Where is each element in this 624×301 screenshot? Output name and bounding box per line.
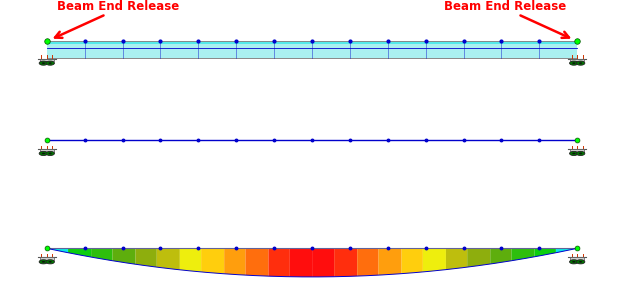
Circle shape [46,61,54,65]
Bar [570,149,584,151]
Polygon shape [180,248,201,272]
Circle shape [42,261,45,262]
Circle shape [570,151,578,156]
Circle shape [577,151,585,156]
Circle shape [577,61,585,65]
Text: Beam End Release: Beam End Release [57,0,180,13]
Polygon shape [446,248,467,270]
Circle shape [572,62,575,64]
Polygon shape [467,248,490,267]
Polygon shape [47,248,68,253]
Circle shape [577,260,585,264]
Polygon shape [535,248,556,257]
Polygon shape [112,248,135,264]
Bar [40,58,54,61]
Bar [40,257,54,260]
Text: Beam End Release: Beam End Release [444,0,567,13]
Polygon shape [91,248,112,261]
Polygon shape [135,248,157,267]
Circle shape [49,261,52,262]
Polygon shape [245,248,268,276]
Circle shape [46,151,54,156]
Bar [40,149,54,151]
Polygon shape [402,248,423,274]
Circle shape [570,260,578,264]
Polygon shape [224,248,245,275]
Circle shape [49,153,52,154]
Circle shape [49,62,52,64]
Polygon shape [556,248,577,253]
Polygon shape [357,248,379,276]
Circle shape [570,61,578,65]
Circle shape [39,260,47,264]
Polygon shape [379,248,402,275]
Circle shape [42,62,45,64]
Polygon shape [512,248,535,261]
Circle shape [46,260,54,264]
Circle shape [579,62,582,64]
Polygon shape [290,248,313,277]
Polygon shape [423,248,446,272]
Polygon shape [268,248,290,277]
Circle shape [42,153,45,154]
Polygon shape [47,42,577,44]
Polygon shape [201,248,224,274]
Circle shape [39,151,47,156]
Circle shape [39,61,47,65]
Polygon shape [334,248,357,277]
Polygon shape [47,42,577,58]
Circle shape [579,153,582,154]
Bar [570,58,584,61]
Circle shape [572,261,575,262]
Polygon shape [157,248,180,270]
Circle shape [572,153,575,154]
Polygon shape [68,248,91,257]
Polygon shape [490,248,512,264]
Bar [570,257,584,260]
Circle shape [579,261,582,262]
Polygon shape [313,248,334,277]
